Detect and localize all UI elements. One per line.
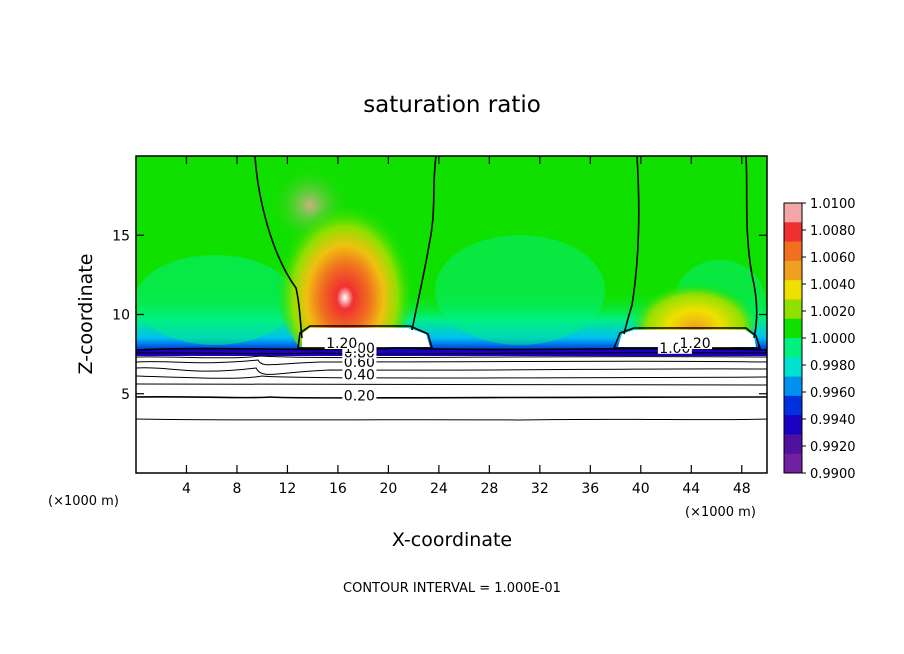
y-tick-label: 15 <box>112 228 130 244</box>
x-axis-title: X-coordinate <box>392 529 512 551</box>
contour-line-1-00-a <box>254 156 303 339</box>
x-tick-label: 16 <box>329 481 347 497</box>
colorbar-label: 0.9900 <box>810 467 856 482</box>
contour-line-1-00-b <box>411 156 437 331</box>
x-tick-label: 32 <box>531 481 549 497</box>
y-tick-label: 10 <box>112 308 130 324</box>
contour-0-60-line <box>136 359 767 366</box>
contour-0-80-line <box>136 355 767 359</box>
colorbar-label: 1.0100 <box>810 197 856 212</box>
colorbar-label: 0.9980 <box>810 359 856 374</box>
contour-0-10-line <box>136 418 767 421</box>
colorbar: 1.0100 1.0080 1.0060 1.0040 1.0020 1.0000 0.99… <box>783 197 856 482</box>
colorbar-swatch <box>784 280 802 300</box>
colorbar-label: 1.0040 <box>810 278 856 293</box>
contour-interval-note: CONTOUR INTERVAL = 1.000E-01 <box>343 581 561 596</box>
colorbar-swatch <box>784 241 802 262</box>
colorbar-swatch <box>784 415 802 435</box>
x-tick-label: 8 <box>232 481 241 497</box>
contour-label: 0.40 <box>344 368 375 384</box>
contour-line-1-00-d <box>745 156 758 339</box>
y-tick-label: 5 <box>121 387 130 403</box>
saturation-field <box>136 156 767 473</box>
contour-0-40-line <box>136 367 767 375</box>
x-tick-label: 28 <box>480 481 498 497</box>
x-tick-label: 24 <box>430 481 448 497</box>
contour-label-bg <box>324 336 359 350</box>
colorbar-label: 1.0080 <box>810 224 856 239</box>
contour-0-20-line <box>136 395 767 399</box>
colorbar-label: 0.9960 <box>810 386 856 401</box>
contour-label: 0.60 <box>344 355 375 371</box>
colorbar-swatch <box>784 338 802 358</box>
contour-label-bg <box>678 336 713 350</box>
colorbar-label: 1.0020 <box>810 305 856 320</box>
x-unit-label-left: (×1000 m) <box>48 494 119 509</box>
contour-label-bg <box>342 367 377 381</box>
x-tick-label: 44 <box>682 481 700 497</box>
warm-plume-left <box>275 180 415 370</box>
colorbar-swatch <box>784 453 802 474</box>
contour-label: 0.20 <box>344 388 375 404</box>
colorbar-swatch <box>784 203 802 223</box>
cyan-patch-mid <box>435 235 605 345</box>
x-tick-label: 12 <box>279 481 297 497</box>
contour-line-1-00-c <box>623 156 640 335</box>
colorbar-swatch <box>784 376 802 397</box>
contour-label-bg <box>342 388 377 402</box>
x-tick-label: 40 <box>632 481 650 497</box>
x-axis-ticks: 4 8 12 16 20 24 28 32 36 40 44 48 <box>182 156 751 497</box>
colorbar-swatch <box>784 222 802 243</box>
y-axis-ticks: 5 10 15 <box>112 228 767 403</box>
contour-label: 1.20 <box>679 336 710 352</box>
colorbar-label: 1.0060 <box>810 251 856 266</box>
colorbar-swatch <box>784 299 802 320</box>
y-axis-title: Z-coordinate <box>75 254 97 375</box>
contour-label: 1.20 <box>326 336 357 352</box>
chart-title: saturation ratio <box>363 92 541 118</box>
x-tick-label: 20 <box>379 481 397 497</box>
x-tick-label: 36 <box>581 481 599 497</box>
contour-cloud-right <box>612 327 762 349</box>
contour-0-30-line <box>136 375 767 379</box>
colorbar-label: 0.9920 <box>810 440 856 455</box>
x-tick-label: 4 <box>182 481 191 497</box>
colorbar-swatch <box>784 434 802 455</box>
cyan-patch-left <box>136 255 295 345</box>
contour-lines <box>136 156 767 421</box>
colorbar-label: 1.0000 <box>810 332 856 347</box>
contour-base <box>136 347 767 351</box>
colorbar-swatch <box>784 357 802 378</box>
x-tick-label: 48 <box>733 481 751 497</box>
colorbar-swatch <box>784 260 802 281</box>
colorbar-swatch <box>784 318 802 339</box>
colorbar-swatch <box>784 395 802 416</box>
contour-labels: 0.200.400.600.801.001.201.001.20 <box>324 336 713 404</box>
x-unit-label-right: (×1000 m) <box>685 505 756 520</box>
colorbar-label: 0.9940 <box>810 413 856 428</box>
